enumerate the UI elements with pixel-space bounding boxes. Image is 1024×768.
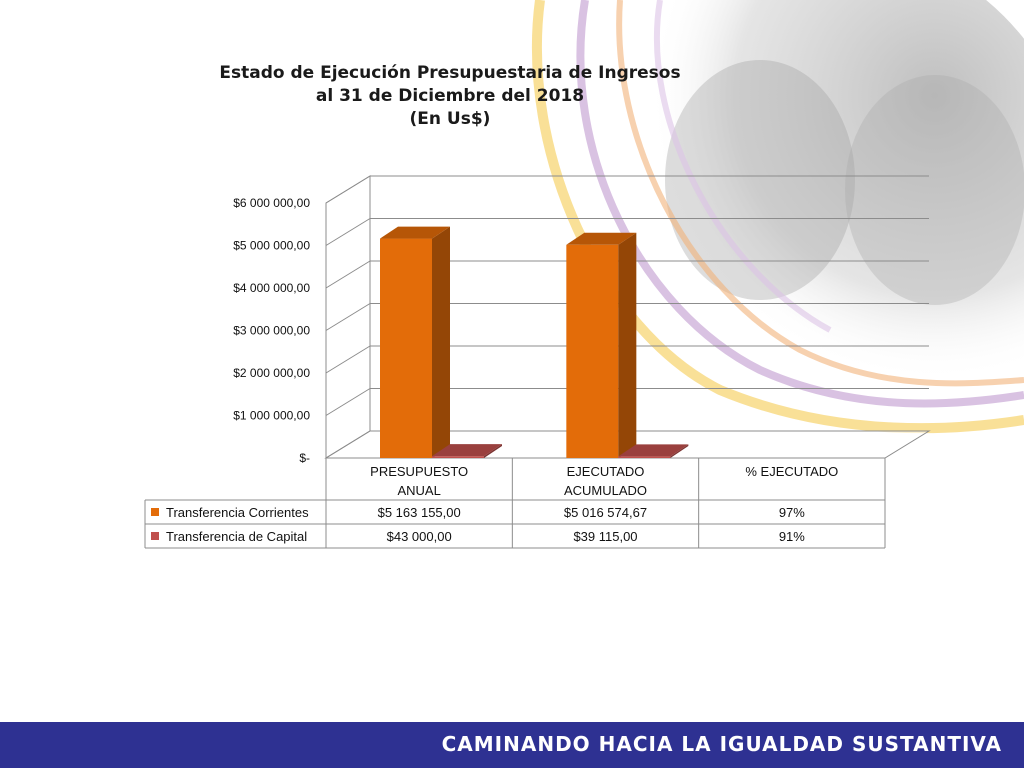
table-cell-value: $5 163 155,00	[378, 505, 461, 520]
chart-title-line-2: al 31 de Diciembre del 2018	[315, 86, 585, 106]
chart-bars	[380, 226, 689, 458]
gridline-diagonal	[325, 303, 371, 331]
gridline-diagonal	[325, 260, 371, 289]
table-cell-value: 91%	[779, 529, 805, 544]
bar	[618, 456, 671, 458]
chart-title-line-3: (En Us$)	[409, 109, 491, 129]
category-label: PRESUPUESTO	[370, 464, 468, 479]
decor-arc-yellow	[531, 0, 1024, 434]
y-tick-label: $4 000 000,00	[233, 281, 310, 295]
faded-photo	[560, 0, 1024, 460]
decor-arc-orange	[616, 0, 1024, 387]
decor-arc-lilac	[653, 0, 832, 333]
footer-bar: CAMINANDO HACIA LA IGUALDAD SUSTANTIVA	[0, 722, 1024, 768]
y-tick-label: $6 000 000,00	[233, 196, 310, 210]
bar-top	[566, 232, 637, 245]
series-name: Transferencia Corrientes	[166, 505, 309, 520]
bar-side	[484, 444, 502, 458]
bar-top	[432, 444, 502, 457]
y-tick-label: $1 000 000,00	[233, 409, 310, 423]
gridline-diagonal	[325, 430, 371, 459]
gridline-diagonal	[325, 345, 371, 374]
bar-top	[618, 444, 689, 457]
chart-title-line-1: Estado de Ejecución Presupuestaria de In…	[219, 63, 681, 83]
gridline-diagonal	[325, 218, 371, 246]
category-label: ACUMULADO	[564, 483, 647, 498]
footer-slogan: CAMINANDO HACIA LA IGUALDAD SUSTANTIVA	[441, 732, 1002, 756]
category-label: EJECUTADO	[567, 464, 645, 479]
table-cell-value: $43 000,00	[387, 529, 452, 544]
bar-top	[380, 226, 450, 239]
table-cell-value: 97%	[779, 505, 805, 520]
chart-title: Estado de Ejecución Presupuestaria de In…	[200, 62, 700, 131]
gridline-diagonal	[325, 388, 371, 416]
legend-swatch	[151, 508, 159, 516]
y-axis-ticks: $- $1 000 000,00 $2 000 000,00 $3 000 000,0…	[233, 196, 310, 465]
table-cell-value: $39 115,00	[573, 529, 637, 544]
category-label: ANUAL	[397, 483, 440, 498]
y-tick-label: $5 000 000,00	[233, 239, 310, 253]
y-tick-label: $2 000 000,00	[233, 366, 310, 380]
y-tick-label: $-	[299, 451, 310, 465]
bar-side	[618, 232, 637, 458]
data-table: PRESUPUESTO ANUAL EJECUTADO ACUMULADO % EJEC…	[144, 458, 886, 549]
bar-side	[432, 226, 450, 458]
bar-side	[670, 444, 689, 458]
bar	[432, 456, 484, 458]
table-cell-value: $5 016 574,67	[564, 505, 647, 520]
bar	[566, 244, 619, 458]
y-tick-label: $3 000 000,00	[233, 324, 310, 338]
legend-swatch	[151, 532, 159, 540]
chart-gridlines	[325, 175, 929, 459]
bar	[380, 238, 432, 458]
category-label: % EJECUTADO	[745, 464, 838, 479]
gridline-diagonal	[325, 175, 371, 204]
decor-arc-purple	[576, 0, 1024, 408]
series-name: Transferencia de Capital	[166, 529, 307, 544]
